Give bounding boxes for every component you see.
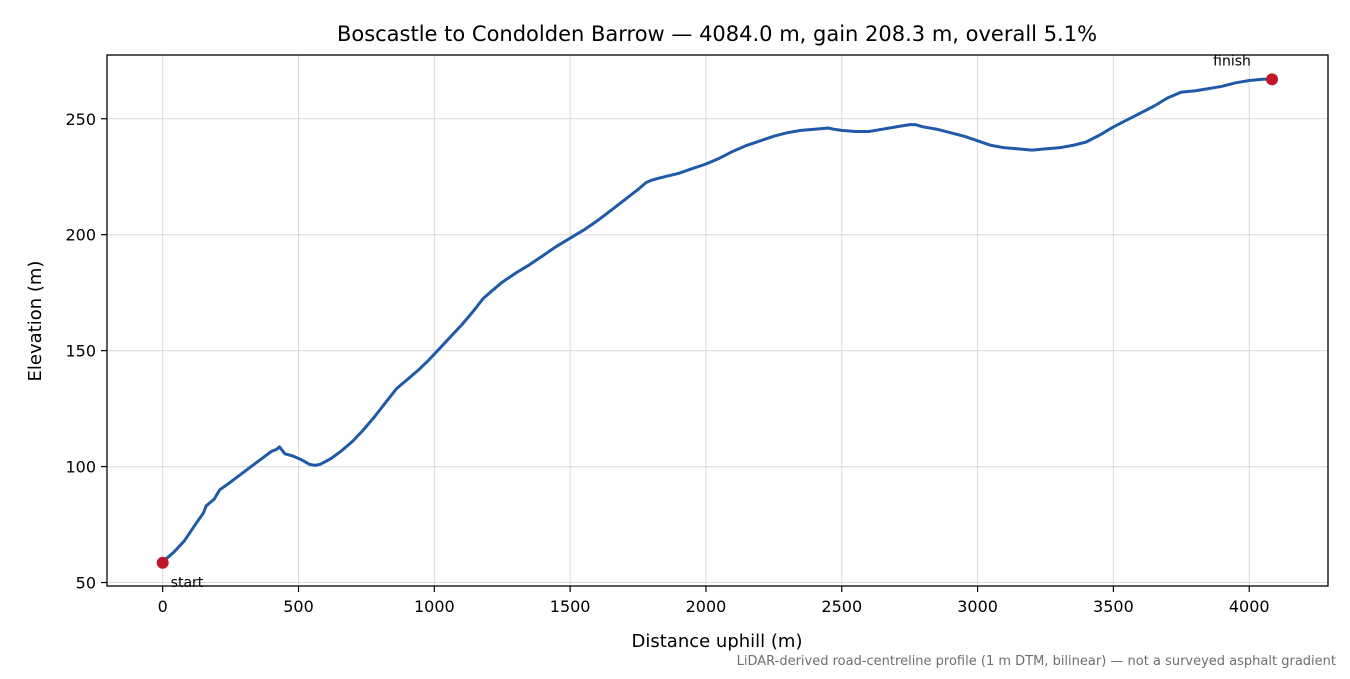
finish-label: finish [1213,53,1251,69]
footnote: LiDAR-derived road-centreline profile (1… [737,654,1336,669]
y-axis-label: Elevation (m) [25,261,46,382]
elevation-line [161,77,1274,564]
grid [107,55,1328,586]
x-tick-label: 0 [158,597,168,616]
y-tick-label: 50 [76,574,96,593]
x-tick-label: 4000 [1229,597,1270,616]
start-marker [156,556,169,569]
chart-title: Boscastle to Condolden Barrow — 4084.0 m… [337,22,1097,46]
x-tick-label: 3500 [1093,597,1134,616]
y-axis: 50 100 150 200 250 [65,110,107,593]
x-tick-label: 2000 [686,597,727,616]
x-axis-label: Distance uphill (m) [632,631,803,652]
y-tick-label: 200 [65,226,96,245]
finish-marker [1266,73,1279,86]
y-tick-label: 150 [65,342,96,361]
x-tick-label: 1500 [550,597,591,616]
x-tick-label: 1000 [414,597,455,616]
x-tick-label: 3000 [957,597,998,616]
x-tick-label: 500 [283,597,314,616]
plot-frame [106,54,1329,587]
y-tick-label: 100 [65,458,96,477]
start-label: start [171,575,204,591]
y-tick-label: 250 [65,110,96,129]
x-tick-label: 2500 [821,597,862,616]
x-axis: 0 500 1000 1500 2000 2500 3000 3500 4000 [158,586,1270,616]
